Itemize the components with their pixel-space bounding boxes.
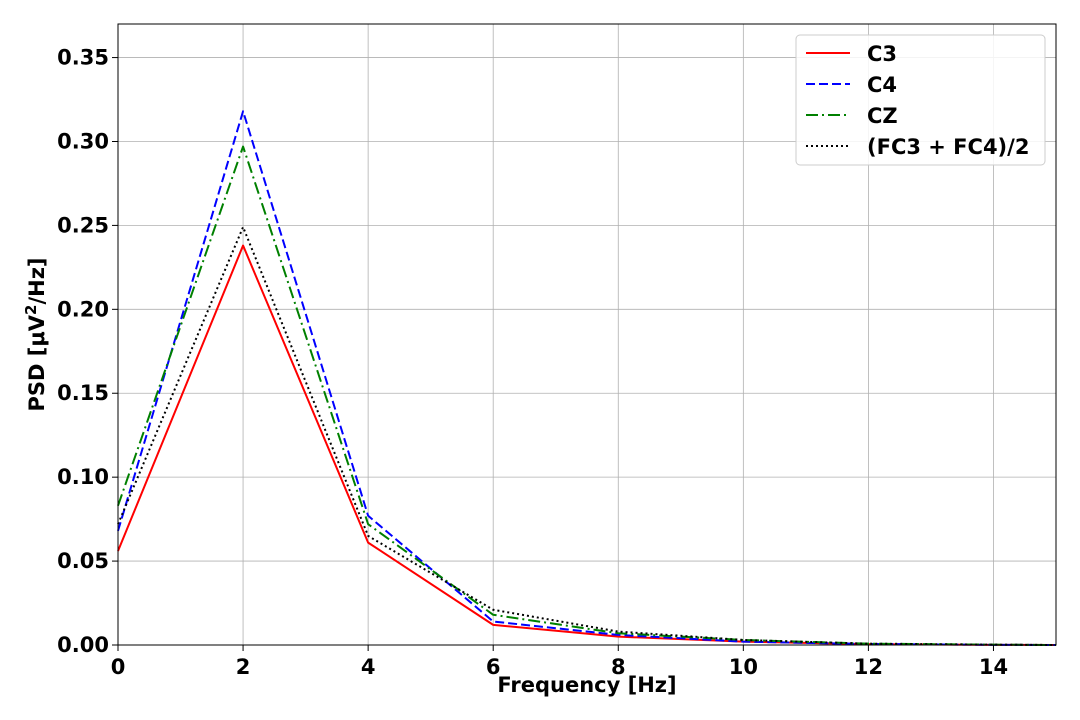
x-tick-label: 14 xyxy=(979,655,1008,679)
y-tick-label: 0.10 xyxy=(57,465,109,489)
legend-label: CZ xyxy=(867,104,898,128)
y-tick-label: 0.00 xyxy=(57,633,109,657)
x-axis-label: Frequency [Hz] xyxy=(497,673,676,697)
y-axis-label: PSD [μV2/Hz] xyxy=(22,257,49,411)
y-axis-label-superscript: 2 xyxy=(22,305,40,315)
series-line-cz xyxy=(117,145,1057,646)
x-tick-label: 8 xyxy=(611,655,626,679)
y-tick-label: 0.25 xyxy=(57,213,109,237)
x-tick-label: 6 xyxy=(486,655,501,679)
legend-label: C4 xyxy=(867,73,897,97)
legend-label: (FC3 + FC4)/2 xyxy=(867,135,1029,159)
legend-box xyxy=(795,34,1046,166)
x-tick-label: 10 xyxy=(729,655,758,679)
y-tick-label: 0.15 xyxy=(57,381,109,405)
x-tick-label: 4 xyxy=(361,655,376,679)
series-lines xyxy=(117,110,1057,646)
x-tick-label: 0 xyxy=(111,655,126,679)
plot-frame xyxy=(117,23,1057,646)
grid xyxy=(117,24,1056,646)
y-tick-label: 0.20 xyxy=(57,297,109,321)
y-tick-label: 0.05 xyxy=(57,549,109,573)
y-axis-label-main: PSD [μV xyxy=(25,314,49,411)
x-tick-label: 2 xyxy=(236,655,251,679)
legend-label: C3 xyxy=(867,42,897,66)
series-line-fc3-fc4-2 xyxy=(117,226,1057,646)
y-tick-label: 0.35 xyxy=(57,46,109,70)
x-tick-label: 12 xyxy=(854,655,883,679)
series-line-c3 xyxy=(117,244,1057,646)
ticks: 0 2 4 6 8 10 12 14 0.00 0.05 0.10 0.15 0.20 0.25 0.30 0… xyxy=(57,46,1008,679)
y-axis-label-tail: /Hz] xyxy=(25,257,49,304)
legend: C3 C4 CZ (FC3 + FC4)/2 xyxy=(795,34,1046,166)
y-tick-label: 0.30 xyxy=(57,129,109,153)
